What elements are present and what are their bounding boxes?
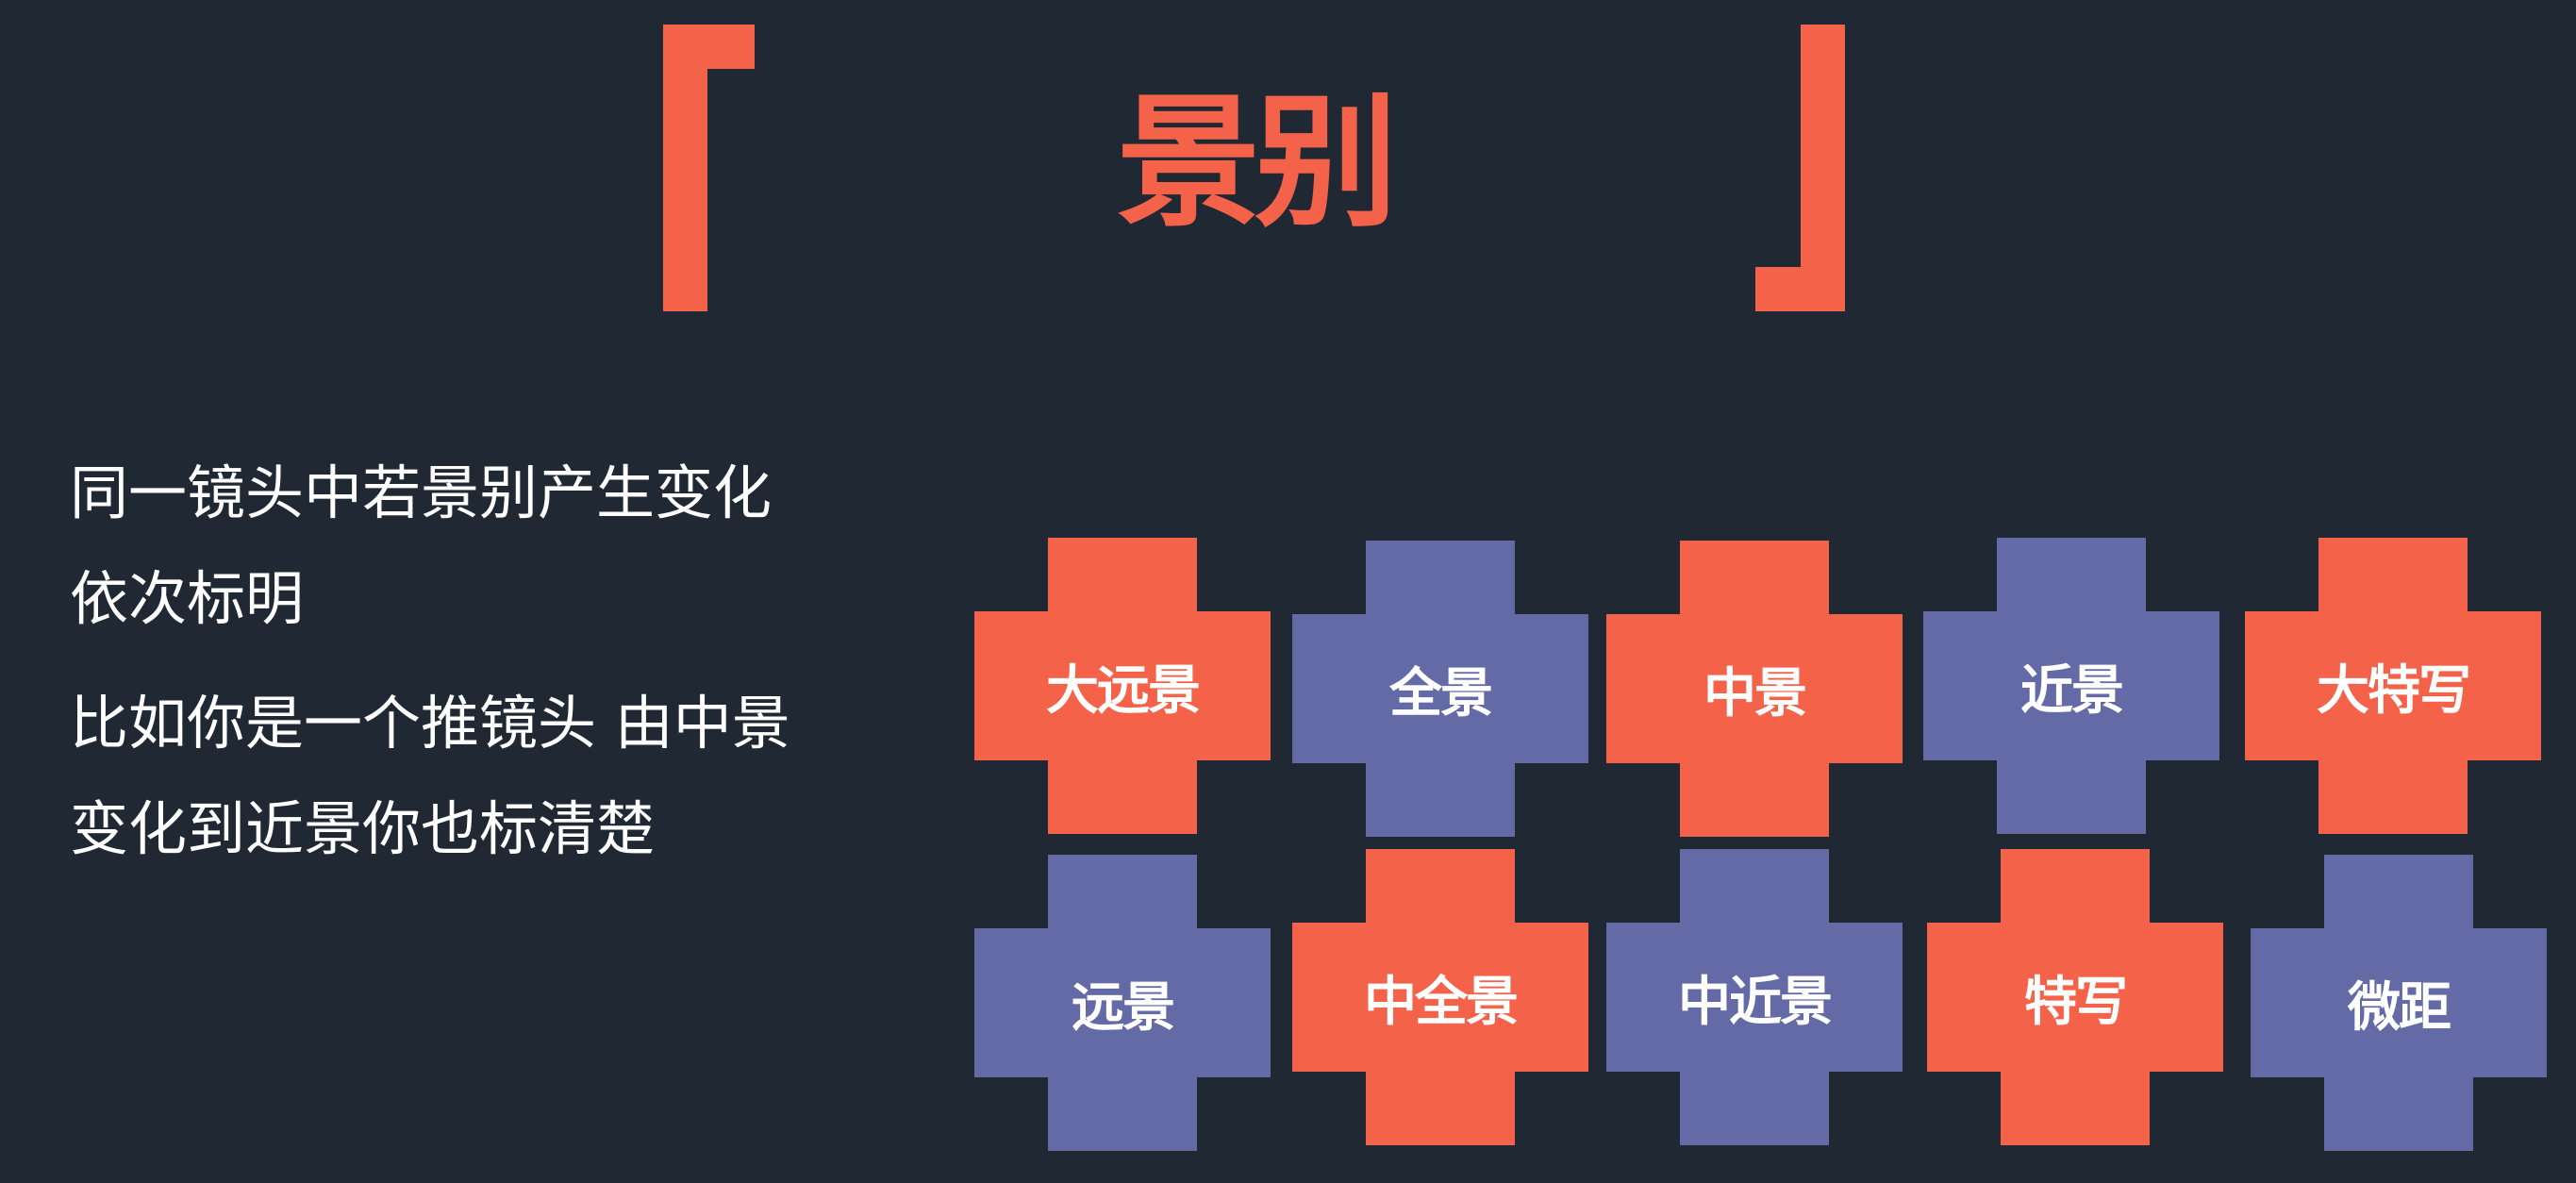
shot-size-cross-medium-close: 中近景 (1606, 849, 1903, 1145)
description-line: 变化到近景你也标清楚 (70, 794, 656, 863)
description-paragraph-2: 比如你是一个推镜头 由中景 变化到近景你也标清楚 (70, 694, 790, 858)
left-bracket-vertical (663, 25, 707, 311)
page-title: 景别 (1117, 79, 1398, 246)
shot-size-label: 特写 (2024, 971, 2128, 1033)
shot-size-cross-extreme-close: 大特写 (2245, 538, 2541, 834)
shot-size-label: 全景 (1389, 662, 1493, 725)
right-bracket-horizontal (1755, 267, 1845, 311)
shot-size-label: 中景 (1703, 662, 1807, 725)
shot-size-label: 远景 (1072, 976, 1175, 1039)
shot-size-cross-macro: 微距 (2251, 855, 2547, 1151)
shot-size-label: 微距 (2348, 976, 2451, 1039)
shot-size-label: 近景 (2020, 659, 2124, 722)
description-line: 比如你是一个推镜头 由中景 (70, 689, 790, 758)
shot-size-cross-medium: 中景 (1606, 541, 1903, 837)
description-line: 同一镜头中若景别产生变化 (70, 458, 773, 527)
shot-size-cross-medium-full: 中全景 (1292, 849, 1588, 1145)
shot-size-cross-close-up: 特写 (1927, 849, 2223, 1145)
description-line: 依次标明 (70, 564, 305, 633)
shot-size-cross-extreme-long: 大远景 (974, 538, 1271, 834)
left-bracket-horizontal (663, 25, 755, 69)
shot-size-cross-long: 远景 (974, 855, 1271, 1151)
shot-size-label: 中全景 (1364, 971, 1519, 1033)
shot-size-label: 大远景 (1046, 659, 1201, 722)
shot-size-cross-close: 近景 (1923, 538, 2219, 834)
shot-size-label: 大特写 (2317, 659, 2471, 722)
right-bracket-vertical (1801, 25, 1845, 311)
shot-size-label: 中近景 (1678, 971, 1833, 1033)
description-paragraph-1: 同一镜头中若景别产生变化 依次标明 (70, 464, 772, 628)
shot-size-cross-full: 全景 (1292, 541, 1588, 837)
